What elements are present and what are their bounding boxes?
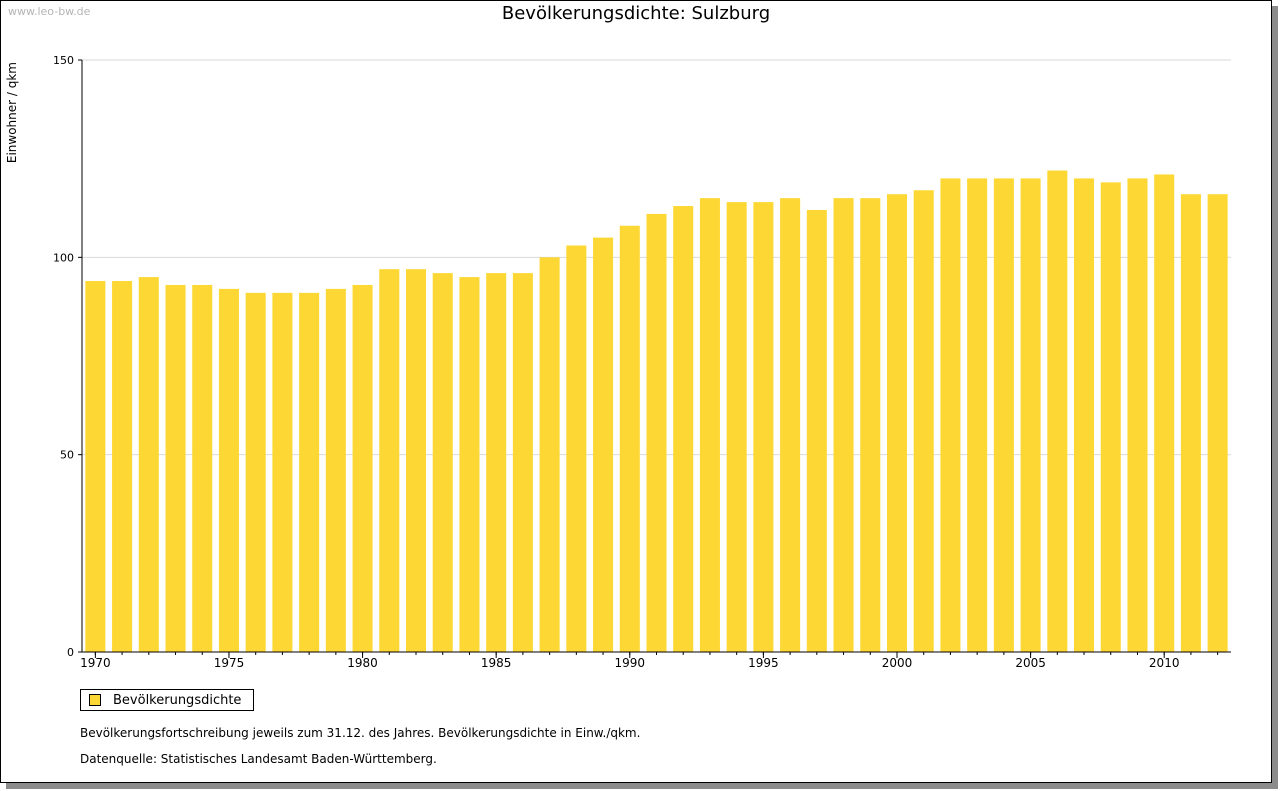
bar-1971 (112, 281, 133, 652)
bar-2012 (1207, 194, 1228, 653)
bar-2008 (1100, 182, 1121, 652)
legend-label: Bevölkerungsdichte (113, 692, 242, 708)
bar-2005 (1020, 178, 1041, 652)
bar-2004 (993, 178, 1014, 652)
y-axis-label: Einwohner / qkm (5, 62, 19, 163)
bar-1970 (85, 281, 106, 652)
legend-swatch (89, 694, 101, 706)
x-tick-label: 1980 (347, 656, 378, 670)
watermark: www.leo-bw.de (8, 5, 91, 18)
frame-shadow-bottom (6, 783, 1278, 789)
footnote-method: Bevölkerungsfortschreibung jeweils zum 3… (80, 726, 641, 740)
x-tick-label: 1985 (481, 656, 512, 670)
bar-1996 (780, 198, 801, 652)
bar-1975 (218, 288, 239, 652)
y-tick-label: 100 (53, 251, 74, 264)
bar-1985 (486, 273, 507, 652)
bar-1980 (352, 284, 373, 652)
bar-1983 (432, 273, 453, 652)
bar-1981 (379, 269, 400, 652)
x-tick-label: 2000 (882, 656, 913, 670)
bar-1982 (405, 269, 427, 652)
bar-2011 (1180, 194, 1201, 653)
bar-2002 (940, 178, 961, 652)
bar-1997 (806, 209, 827, 652)
chart-title: Bevölkerungsdichte: Sulzburg (501, 3, 771, 24)
bar-1976 (245, 292, 266, 652)
bar-1995 (753, 202, 774, 652)
bar-1998 (833, 198, 854, 652)
y-tick-label: 50 (60, 449, 74, 462)
bar-1993 (699, 198, 720, 652)
legend: Bevölkerungsdichte (80, 689, 255, 711)
y-tick-label: 150 (53, 54, 74, 67)
bar-1973 (165, 284, 186, 652)
bar-2010 (1154, 174, 1175, 652)
bar-1990 (619, 225, 640, 652)
x-tick-label: 1975 (214, 656, 245, 670)
footnote-source: Datenquelle: Statistisches Landesamt Bad… (80, 752, 437, 766)
bar-2001 (913, 190, 934, 653)
bar-2003 (967, 178, 988, 652)
bar-1987 (539, 257, 560, 652)
bar-2006 (1047, 170, 1068, 653)
bar-1978 (299, 292, 320, 652)
bar-1991 (646, 213, 667, 653)
x-tick-label: 2005 (1015, 656, 1046, 670)
bar-1972 (138, 277, 159, 652)
y-tick-label: 0 (67, 646, 74, 659)
bar-1979 (325, 288, 346, 652)
bar-1992 (673, 206, 694, 652)
frame-shadow-right (1272, 6, 1278, 789)
x-tick-label: 1970 (80, 656, 111, 670)
bar-1988 (566, 245, 587, 652)
bar-1999 (860, 198, 881, 652)
x-tick-label: 1990 (615, 656, 646, 670)
bar-1989 (593, 237, 614, 652)
x-tick-label: 1995 (748, 656, 779, 670)
bar-1977 (272, 292, 293, 652)
bar-1984 (459, 277, 480, 652)
bar-2000 (886, 194, 908, 653)
x-tick-label: 2010 (1149, 656, 1180, 670)
bar-2009 (1127, 178, 1148, 652)
bar-2007 (1074, 178, 1095, 652)
bar-1994 (726, 202, 747, 652)
bar-1974 (192, 284, 213, 652)
bar-1986 (512, 273, 533, 652)
